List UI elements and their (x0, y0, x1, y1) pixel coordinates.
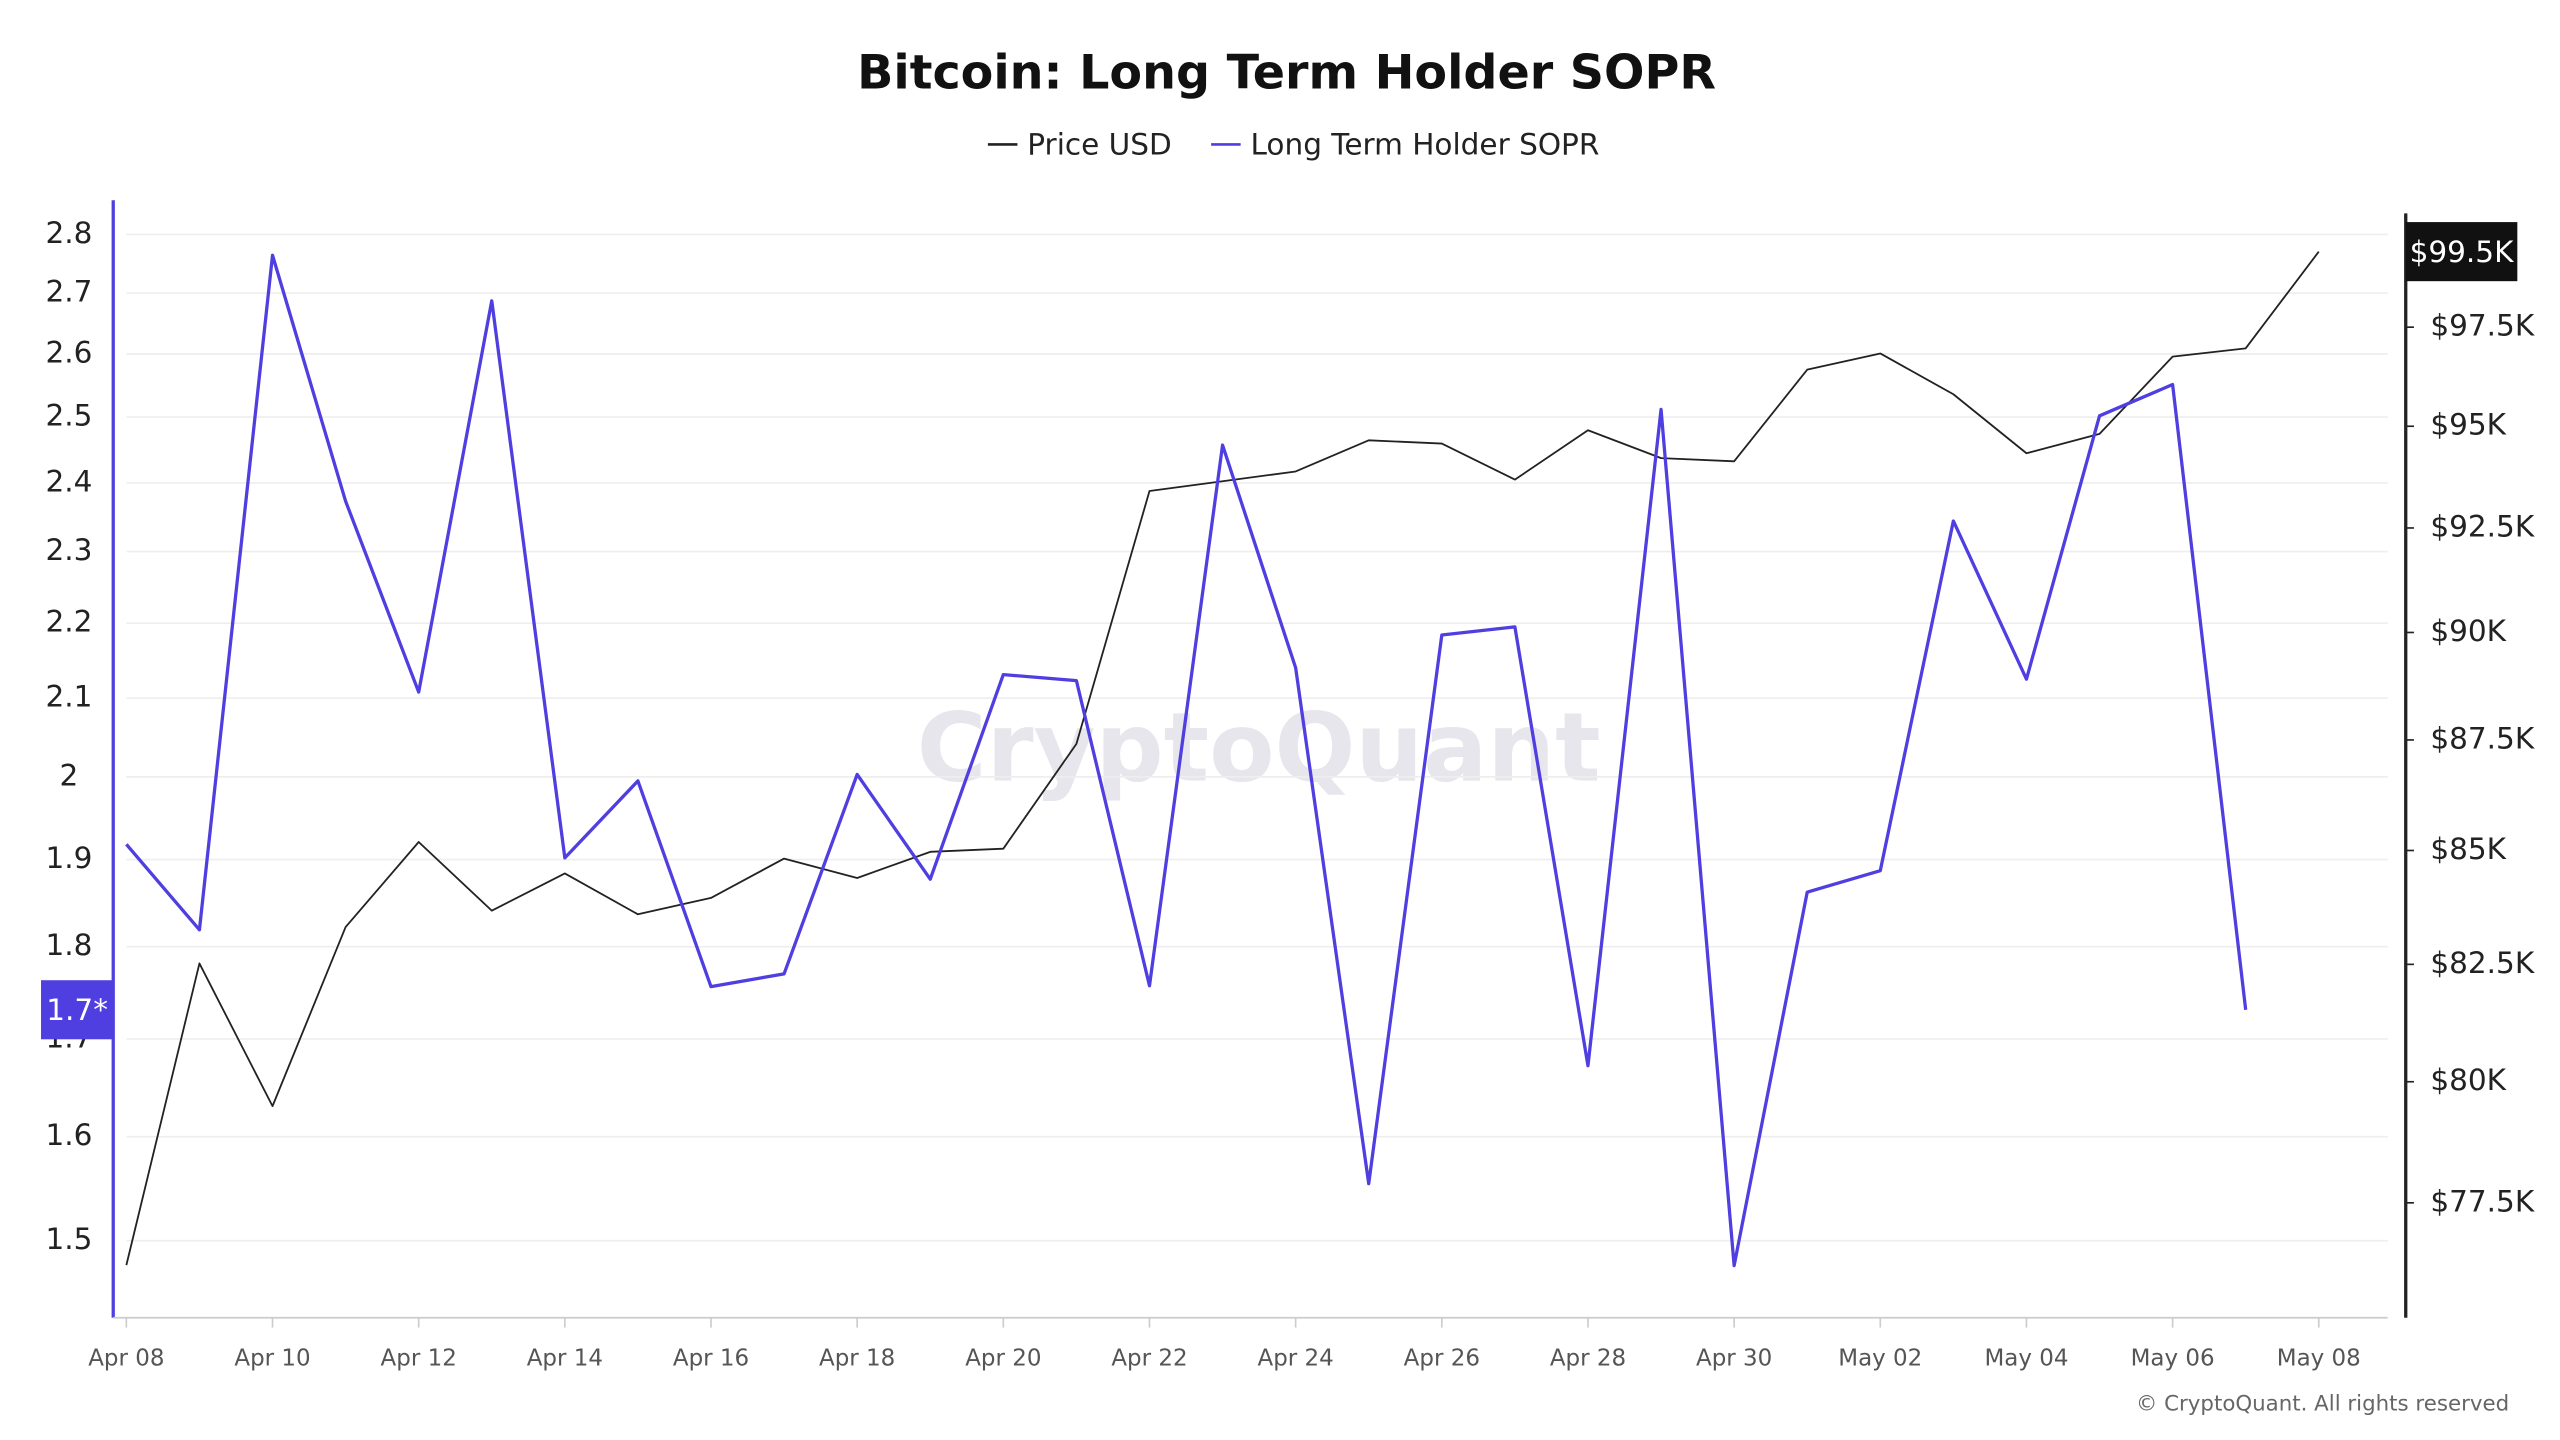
legend: Price USD Long Term Holder SOPR (987, 128, 1600, 162)
y2-tick-label: $95K (2430, 408, 2506, 442)
y2-tick-label: $97.5K (2430, 309, 2534, 343)
y2-tick-label: $92.5K (2430, 509, 2534, 543)
current-value-label: 1.7* (46, 993, 108, 1027)
y-tick-label: 1.9 (45, 841, 92, 875)
y2-tick-label: $90K (2430, 614, 2506, 648)
x-tick-label: Apr 08 (88, 1345, 164, 1371)
x-tick-label: Apr 16 (673, 1345, 749, 1371)
x-tick-label: Apr 18 (819, 1345, 895, 1371)
current-value-box (41, 980, 114, 1040)
y2-tick-label: $85K (2430, 832, 2506, 866)
chart-title: Bitcoin: Long Term Holder SOPR (857, 45, 1716, 100)
x-tick-label: May 08 (2277, 1345, 2361, 1371)
legend-label: Price USD (1027, 128, 1171, 162)
y-tick-label: 2.6 (45, 335, 92, 369)
y-tick-label: 1.6 (45, 1118, 92, 1152)
y-tick-label: 2.3 (45, 533, 92, 567)
legend-label: Long Term Holder SOPR (1251, 128, 1600, 162)
x-tick-label: Apr 24 (1258, 1345, 1334, 1371)
x-tick-label: Apr 10 (234, 1345, 310, 1371)
watermark: CryptoQuant (917, 694, 1601, 804)
x-tick-label: Apr 26 (1404, 1345, 1480, 1371)
x-tick-label: May 06 (2131, 1345, 2215, 1371)
y-tick-label: 1.5 (45, 1222, 92, 1256)
footer: © CryptoQuant. All rights reserved (2136, 1392, 2509, 1417)
y-tick-label: 2 (60, 758, 79, 792)
y-tick-label: 2.2 (45, 605, 92, 639)
y-tick-label: 2.8 (45, 216, 92, 250)
x-tick-label: Apr 30 (1696, 1345, 1772, 1371)
x-tick-label: Apr 22 (1111, 1345, 1187, 1371)
y-tick-label: 2.7 (45, 275, 92, 309)
current-value-box (2405, 222, 2518, 282)
line-series (125, 251, 2320, 1266)
y2-tick-label: $87.5K (2430, 721, 2534, 755)
x-tick-label: Apr 20 (965, 1345, 1041, 1371)
y-tick-label: 2.1 (45, 680, 92, 714)
y-tick-label: 2.4 (45, 464, 92, 498)
x-tick-label: Apr 28 (1550, 1345, 1626, 1371)
x-tick-label: Apr 12 (381, 1345, 457, 1371)
x-tick-label: Apr 14 (527, 1345, 603, 1371)
y2-tick-label: $77.5K (2430, 1184, 2534, 1218)
y2-tick-label: $82.5K (2430, 946, 2534, 980)
y2-tick-label: $80K (2430, 1063, 2506, 1097)
x-tick-label: May 04 (1984, 1345, 2068, 1371)
y-tick-label: 2.5 (45, 399, 92, 433)
current-value-label: $99.5K (2410, 235, 2514, 269)
x-tick-label: May 02 (1838, 1345, 1922, 1371)
line-series (125, 253, 2248, 1268)
y-tick-label: 1.8 (45, 928, 92, 962)
